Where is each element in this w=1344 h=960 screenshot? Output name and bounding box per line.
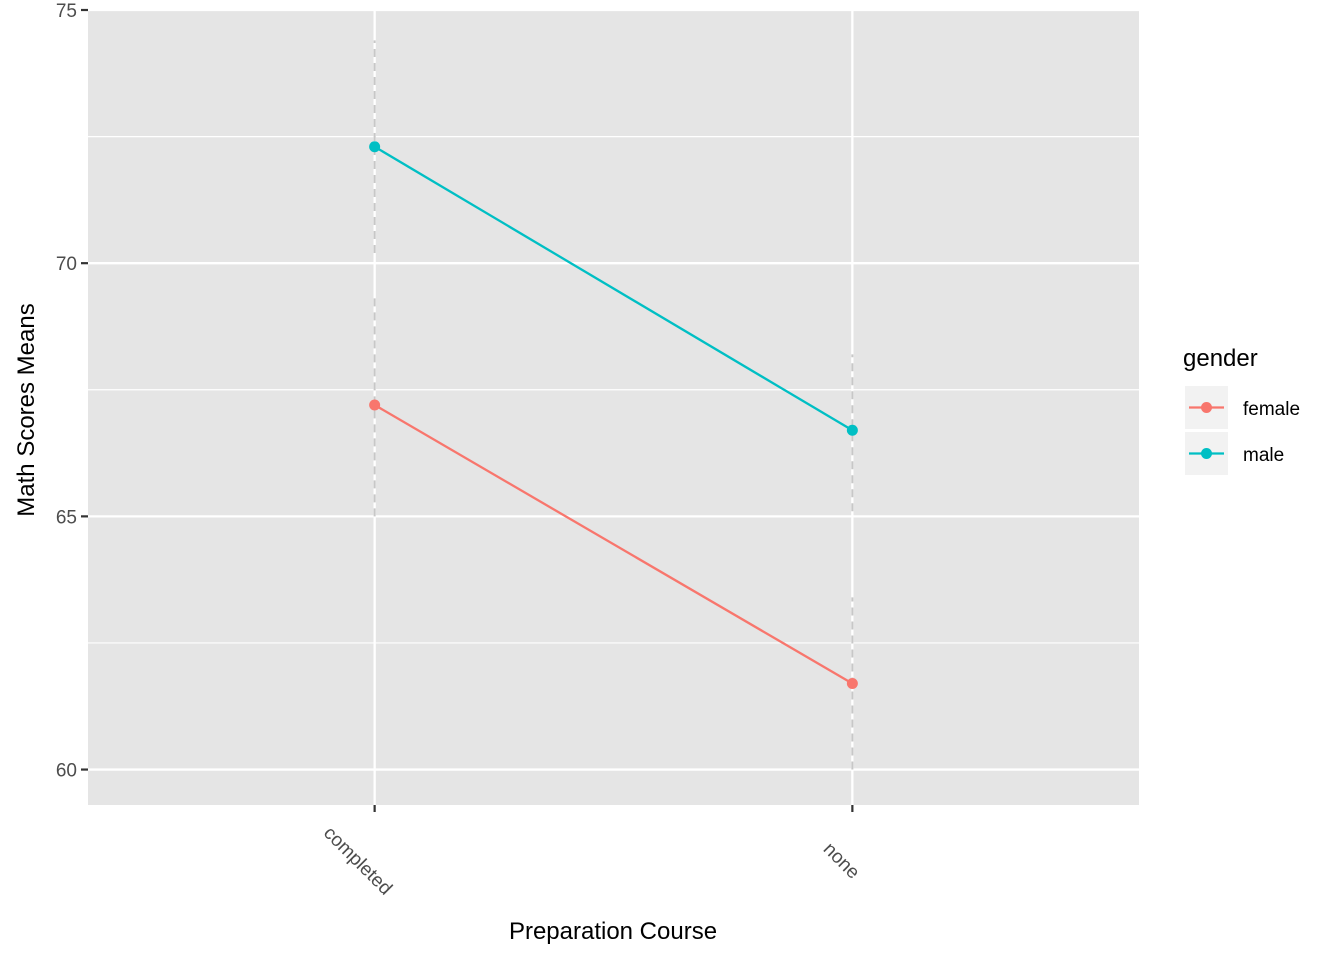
point-male-completed — [369, 141, 381, 153]
y-tick-label: 65 — [56, 507, 77, 528]
y-tick-label: 60 — [56, 761, 77, 782]
series-line-male — [374, 145, 853, 432]
legend-label-male: male — [1243, 445, 1284, 466]
legend-item-female: female — [1185, 386, 1300, 429]
x-tick-label: completed — [319, 823, 396, 900]
series-points — [369, 141, 858, 689]
y-axis-title: Math Scores Means — [13, 303, 40, 516]
y-axis: 60 65 70 75 — [56, 1, 88, 782]
point-female-none — [846, 677, 858, 689]
x-axis-title: Preparation Course — [509, 918, 717, 945]
minor-gridlines — [88, 135, 1139, 644]
x-tick-label: none — [819, 839, 864, 884]
x-axis: completed none — [319, 805, 864, 900]
legend-title: gender — [1183, 345, 1258, 372]
panel-background — [88, 10, 1139, 805]
series-lines — [374, 145, 853, 685]
legend-point-female — [1201, 402, 1212, 413]
series-line-female — [374, 403, 853, 685]
legend-point-male — [1201, 448, 1212, 459]
legend-item-male: male — [1185, 432, 1284, 475]
point-male-none — [846, 424, 858, 436]
legend: gender female male — [1183, 345, 1300, 475]
y-tick-label: 75 — [56, 1, 77, 22]
legend-items: female male — [1185, 386, 1300, 475]
legend-label-female: female — [1243, 399, 1300, 420]
point-female-completed — [369, 399, 381, 411]
y-tick-label: 70 — [56, 254, 77, 275]
